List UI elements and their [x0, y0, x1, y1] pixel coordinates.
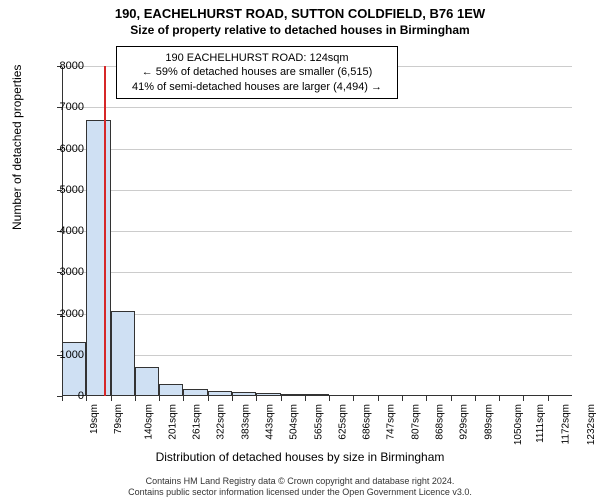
xtick-label: 140sqm	[143, 404, 154, 440]
x-axis-label: Distribution of detached houses by size …	[0, 450, 600, 464]
attribution-footer: Contains HM Land Registry data © Crown c…	[0, 476, 600, 499]
xtick-mark	[402, 396, 403, 401]
histogram-bar	[232, 392, 256, 396]
xtick-mark	[329, 396, 330, 401]
chart-container: 190, EACHELHURST ROAD, SUTTON COLDFIELD,…	[0, 0, 600, 500]
y-axis-label: Number of detached properties	[10, 65, 24, 230]
xtick-mark	[548, 396, 549, 401]
xtick-label: 747sqm	[386, 404, 397, 440]
histogram-bar	[305, 394, 329, 396]
plot-inner	[62, 66, 572, 396]
gridline	[62, 272, 572, 273]
xtick-label: 79sqm	[113, 404, 124, 434]
xtick-mark	[86, 396, 87, 401]
callout-line3: 41% of semi-detached houses are larger (…	[123, 80, 391, 94]
ytick-label: 3000	[44, 266, 84, 278]
xtick-label: 201sqm	[167, 404, 178, 440]
gridline	[62, 231, 572, 232]
ytick-label: 5000	[44, 184, 84, 196]
title-line1: 190, EACHELHURST ROAD, SUTTON COLDFIELD,…	[0, 6, 600, 23]
ytick-label: 2000	[44, 308, 84, 320]
xtick-mark	[281, 396, 282, 401]
xtick-label: 868sqm	[435, 404, 446, 440]
xtick-label: 322sqm	[216, 404, 227, 440]
histogram-bar	[256, 393, 280, 396]
gridline	[62, 355, 572, 356]
gridline	[62, 314, 572, 315]
xtick-label: 625sqm	[337, 404, 348, 440]
xtick-mark	[378, 396, 379, 401]
xtick-mark	[426, 396, 427, 401]
xtick-mark	[183, 396, 184, 401]
xtick-mark	[208, 396, 209, 401]
footer-line1: Contains HM Land Registry data © Crown c…	[0, 476, 600, 487]
ytick-label: 6000	[44, 143, 84, 155]
title-line2: Size of property relative to detached ho…	[0, 23, 600, 39]
xtick-mark	[232, 396, 233, 401]
xtick-mark	[135, 396, 136, 401]
xtick-mark	[256, 396, 257, 401]
xtick-label: 383sqm	[240, 404, 251, 440]
histogram-bar	[86, 120, 110, 396]
xtick-label: 989sqm	[483, 404, 494, 440]
xtick-mark	[305, 396, 306, 401]
xtick-label: 443sqm	[265, 404, 276, 440]
xtick-label: 929sqm	[459, 404, 470, 440]
xtick-mark	[451, 396, 452, 401]
xtick-label: 1172sqm	[561, 404, 572, 444]
chart-title: 190, EACHELHURST ROAD, SUTTON COLDFIELD,…	[0, 0, 600, 38]
histogram-bar	[183, 389, 207, 396]
callout-line1: 190 EACHELHURST ROAD: 124sqm	[123, 51, 391, 65]
xtick-label: 807sqm	[410, 404, 421, 440]
callout-line2: ← 59% of detached houses are smaller (6,…	[123, 65, 391, 79]
xtick-label: 1050sqm	[513, 404, 524, 445]
xtick-label: 261sqm	[192, 404, 203, 440]
xtick-label: 565sqm	[313, 404, 324, 440]
xtick-label: 1111sqm	[535, 404, 546, 443]
xtick-mark	[523, 396, 524, 401]
property-callout: 190 EACHELHURST ROAD: 124sqm ← 59% of de…	[116, 46, 398, 99]
xtick-mark	[475, 396, 476, 401]
gridline	[62, 190, 572, 191]
xtick-mark	[499, 396, 500, 401]
histogram-bar	[281, 394, 305, 396]
ytick-label: 4000	[44, 225, 84, 237]
xtick-label: 504sqm	[289, 404, 300, 440]
xtick-label: 19sqm	[89, 404, 100, 434]
histogram-bar	[135, 367, 159, 396]
xtick-mark	[111, 396, 112, 401]
xtick-label: 1232sqm	[586, 404, 597, 445]
ytick-label: 8000	[44, 60, 84, 72]
histogram-bar	[159, 384, 183, 396]
xtick-mark	[159, 396, 160, 401]
gridline	[62, 149, 572, 150]
property-marker-line	[104, 66, 106, 396]
histogram-bar	[111, 311, 135, 396]
plot-area	[62, 66, 572, 396]
ytick-label: 0	[44, 390, 84, 402]
histogram-bar	[208, 391, 232, 396]
ytick-label: 7000	[44, 101, 84, 113]
xtick-label: 686sqm	[362, 404, 373, 440]
xtick-mark	[353, 396, 354, 401]
gridline	[62, 107, 572, 108]
footer-line2: Contains public sector information licen…	[0, 487, 600, 498]
ytick-label: 1000	[44, 349, 84, 361]
